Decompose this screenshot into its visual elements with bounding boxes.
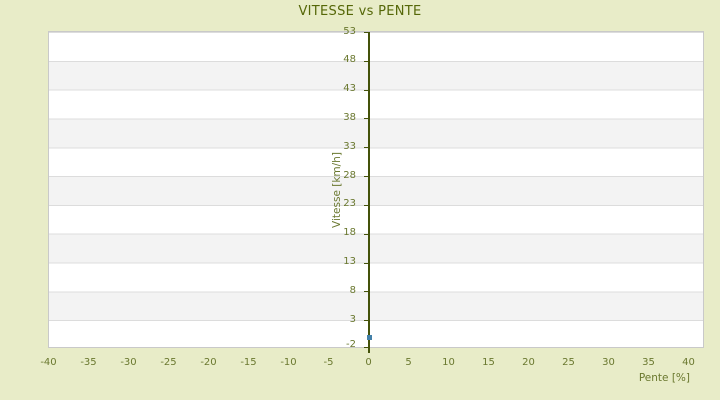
y-axis-tick [364,89,368,91]
y-tick-label: 18 [343,227,356,239]
x-tick-label: 25 [562,357,575,368]
y-axis-tick [364,291,368,293]
x-tick-label: 15 [482,357,495,368]
x-tick-label: 35 [642,357,655,368]
x-tick-label: 40 [682,357,695,368]
y-tick-label: 33 [343,140,356,152]
x-tick-label: 30 [602,357,615,368]
y-axis-tick [364,233,368,235]
x-tick-label: -20 [200,357,217,368]
x-tick-label: 10 [442,357,455,368]
y-tick-label: 43 [343,83,356,95]
x-tick-label: 5 [405,357,412,368]
x-tick-label: -30 [120,357,137,368]
x-tick-label: -25 [160,357,177,368]
y-tick-label: 13 [343,256,356,268]
y-axis-tick [364,204,368,206]
x-tick-label: 0 [365,357,372,368]
x-tick-label: -40 [40,357,57,368]
y-axis-tick [364,147,368,149]
y-tick-label: 53 [343,25,356,37]
y-axis-tick [364,347,368,348]
y-tick-label: 23 [343,198,356,210]
x-tick-label: -5 [323,357,334,368]
y-axis-tick [364,262,368,264]
y-axis-tick [364,118,368,120]
chart-title: VITESSE vs PENTE [298,4,422,19]
y-axis-tick [364,176,368,178]
x-tick-label: -35 [80,357,97,368]
y-tick-label: 38 [343,111,356,123]
y-tick-label: -2 [346,338,356,350]
x-tick-label: 20 [522,357,535,368]
y-axis-title: Vitesse [km/h] [331,152,343,228]
x-axis-title: Pente [%] [638,372,690,384]
x-tick-label: -10 [280,357,297,368]
y-tick-label: 48 [343,54,356,66]
y-tick-label: 3 [349,313,356,325]
y-axis-tick [364,320,368,322]
x-tick-label: -15 [240,357,257,368]
y-axis-tick [364,60,368,62]
y-axis-line [368,32,370,353]
y-tick-label: 28 [343,169,356,181]
plot-area [48,31,704,353]
y-axis-tick [364,32,368,33]
data-point-marker [366,334,372,340]
y-tick-label: 8 [349,284,356,296]
